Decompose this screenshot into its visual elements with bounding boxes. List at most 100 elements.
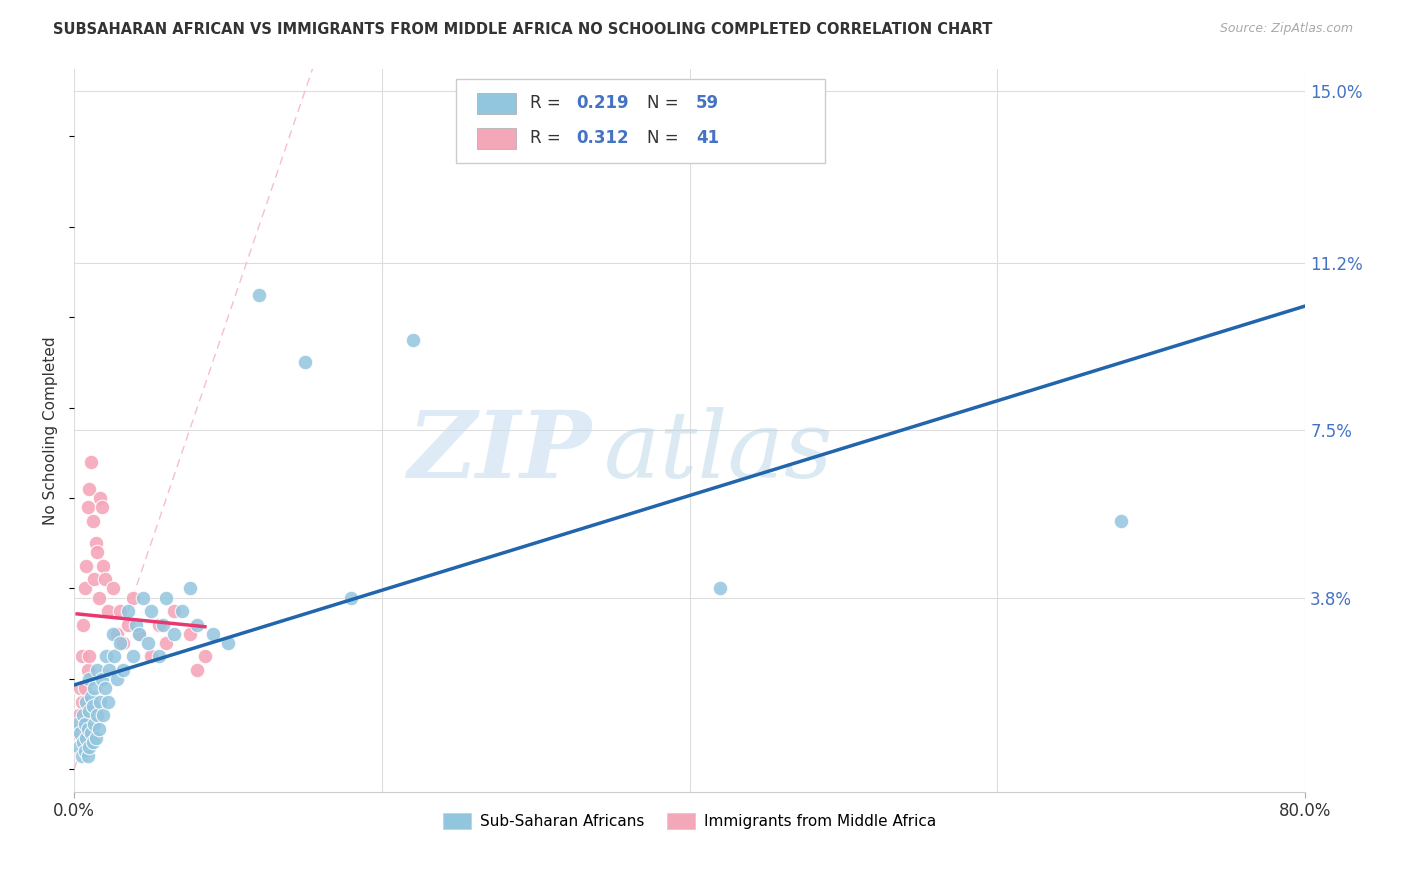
Point <box>83 681 105 695</box>
Point <box>66 717 89 731</box>
Point <box>82 735 104 749</box>
Text: R =: R = <box>530 129 565 147</box>
Point <box>75 694 97 708</box>
Point <box>709 582 731 596</box>
Point <box>79 739 101 754</box>
Point <box>148 649 170 664</box>
Point <box>69 717 91 731</box>
Point <box>72 717 94 731</box>
Text: R =: R = <box>530 95 565 112</box>
Point <box>82 699 104 714</box>
Point <box>91 558 114 573</box>
Point <box>87 722 110 736</box>
Point <box>79 704 101 718</box>
Text: 0.312: 0.312 <box>576 129 628 147</box>
Text: SUBSAHARAN AFRICAN VS IMMIGRANTS FROM MIDDLE AFRICA NO SCHOOLING COMPLETED CORRE: SUBSAHARAN AFRICAN VS IMMIGRANTS FROM MI… <box>53 22 993 37</box>
Point <box>110 604 132 618</box>
Text: N =: N = <box>647 129 683 147</box>
Point <box>87 591 110 605</box>
Text: 41: 41 <box>696 129 718 147</box>
Point <box>80 726 103 740</box>
Point <box>86 545 108 559</box>
Text: N =: N = <box>647 95 683 112</box>
Point <box>86 708 108 723</box>
Point <box>179 582 201 596</box>
Point <box>128 626 150 640</box>
Point <box>105 626 128 640</box>
Point <box>117 604 139 618</box>
Point <box>112 663 135 677</box>
Point <box>155 636 177 650</box>
Point <box>1109 514 1132 528</box>
Point <box>98 663 121 677</box>
Point <box>79 649 101 664</box>
Point <box>117 617 139 632</box>
Point <box>94 681 117 695</box>
Legend: Sub-Saharan Africans, Immigrants from Middle Africa: Sub-Saharan Africans, Immigrants from Mi… <box>437 806 942 835</box>
Point <box>105 672 128 686</box>
Point <box>96 649 118 664</box>
Text: 59: 59 <box>696 95 718 112</box>
Point <box>77 748 100 763</box>
Point <box>121 649 143 664</box>
FancyBboxPatch shape <box>477 128 516 149</box>
Text: Source: ZipAtlas.com: Source: ZipAtlas.com <box>1219 22 1353 36</box>
Point <box>73 582 96 596</box>
Point <box>97 604 120 618</box>
Point <box>75 558 97 573</box>
FancyBboxPatch shape <box>456 79 825 162</box>
Point <box>73 744 96 758</box>
Point <box>186 663 208 677</box>
Point <box>72 735 94 749</box>
Point <box>84 536 107 550</box>
Point <box>152 617 174 632</box>
Text: atlas: atlas <box>603 407 832 497</box>
Point <box>163 604 186 618</box>
Point <box>73 717 96 731</box>
Point <box>75 726 97 740</box>
Point <box>103 649 125 664</box>
Point <box>89 491 111 505</box>
Point <box>294 355 316 369</box>
Point <box>86 663 108 677</box>
Point <box>402 333 425 347</box>
Point <box>101 626 124 640</box>
Point <box>79 672 101 686</box>
Point <box>217 636 239 650</box>
Point <box>70 694 93 708</box>
FancyBboxPatch shape <box>477 94 516 113</box>
Point <box>82 514 104 528</box>
Point <box>66 726 89 740</box>
Point <box>148 617 170 632</box>
Point <box>186 617 208 632</box>
Point <box>77 500 100 515</box>
Point <box>139 604 162 618</box>
Point <box>90 672 112 686</box>
Point <box>97 694 120 708</box>
Point <box>72 617 94 632</box>
Y-axis label: No Schooling Completed: No Schooling Completed <box>44 336 58 524</box>
Point <box>80 455 103 469</box>
Point <box>101 582 124 596</box>
Point <box>340 591 363 605</box>
Point <box>132 591 155 605</box>
Text: ZIP: ZIP <box>406 407 591 497</box>
Point <box>201 626 224 640</box>
Point <box>69 681 91 695</box>
Point <box>72 708 94 723</box>
Text: 0.219: 0.219 <box>576 95 628 112</box>
Point <box>77 663 100 677</box>
Point <box>90 500 112 515</box>
Point <box>75 731 97 745</box>
Point <box>79 482 101 496</box>
Point <box>73 681 96 695</box>
Point <box>89 694 111 708</box>
Point <box>247 287 270 301</box>
Point <box>124 617 146 632</box>
Point <box>67 739 90 754</box>
Point <box>170 604 193 618</box>
Point <box>69 726 91 740</box>
Point <box>80 690 103 704</box>
Point <box>70 748 93 763</box>
Point <box>155 591 177 605</box>
